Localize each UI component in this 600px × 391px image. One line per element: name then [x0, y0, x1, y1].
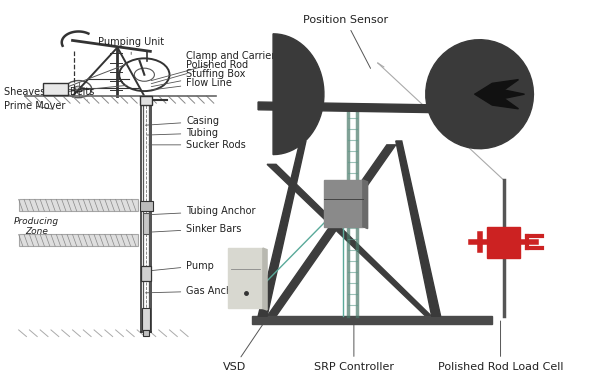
Polygon shape: [263, 248, 267, 310]
Bar: [143, 213, 149, 235]
Polygon shape: [475, 89, 524, 100]
Text: Flow Line: Flow Line: [151, 77, 232, 90]
Bar: [142, 308, 151, 330]
Polygon shape: [228, 248, 263, 308]
Polygon shape: [363, 180, 368, 229]
Text: Sheaves and Belts: Sheaves and Belts: [4, 87, 94, 100]
Bar: [143, 330, 149, 336]
Text: Producing
Zone: Producing Zone: [14, 217, 59, 237]
Text: VSD: VSD: [223, 319, 267, 372]
Polygon shape: [487, 227, 520, 258]
Text: Clamp and Carrier Bar: Clamp and Carrier Bar: [151, 51, 295, 81]
Bar: [43, 83, 68, 95]
Bar: [19, 199, 139, 211]
Text: Sucker Rods: Sucker Rods: [149, 140, 246, 150]
Bar: [19, 235, 139, 246]
Polygon shape: [267, 145, 396, 316]
Text: Prime Mover: Prime Mover: [4, 101, 65, 111]
Polygon shape: [267, 164, 431, 316]
Text: Tubing: Tubing: [147, 128, 218, 138]
Text: SRP Controller: SRP Controller: [314, 321, 394, 372]
Text: Pumping Unit: Pumping Unit: [98, 37, 164, 54]
Text: Polished Rod: Polished Rod: [151, 60, 248, 84]
Text: Position Sensor: Position Sensor: [303, 15, 388, 68]
Polygon shape: [396, 141, 440, 316]
Text: Stuffing Box: Stuffing Box: [151, 69, 245, 87]
Polygon shape: [324, 180, 363, 227]
Text: Pump: Pump: [145, 261, 214, 271]
Bar: [142, 265, 151, 281]
Text: Polished Rod Load Cell: Polished Rod Load Cell: [438, 321, 563, 372]
Polygon shape: [426, 39, 533, 149]
Text: Gas Anchor: Gas Anchor: [145, 286, 242, 296]
Circle shape: [74, 86, 83, 92]
Polygon shape: [258, 102, 497, 114]
Polygon shape: [475, 80, 518, 94]
Bar: [140, 201, 153, 211]
Text: Tubing Anchor: Tubing Anchor: [145, 206, 256, 216]
Polygon shape: [475, 94, 518, 109]
Bar: [140, 96, 152, 105]
Text: Sinker Bars: Sinker Bars: [145, 224, 242, 233]
Text: Casing: Casing: [145, 117, 219, 126]
Polygon shape: [252, 316, 491, 324]
Polygon shape: [273, 34, 324, 154]
Polygon shape: [258, 141, 306, 316]
